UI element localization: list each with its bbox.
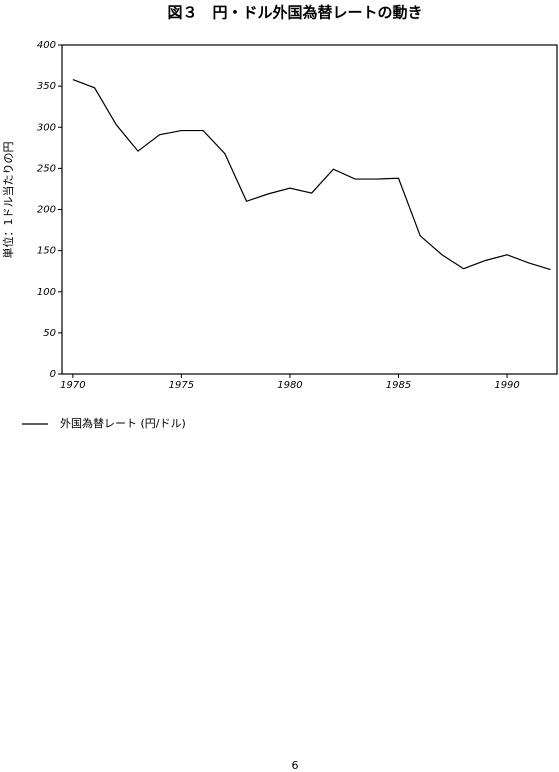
legend-label: 外国為替レート (円/ドル) xyxy=(60,416,186,430)
y-tick-label: 400 xyxy=(37,40,56,51)
y-tick-label: 300 xyxy=(37,122,56,133)
y-tick-label: 350 xyxy=(37,81,56,92)
y-axis-label: 単位：1ドル当たりの円 xyxy=(1,142,15,259)
y-tick-label: 200 xyxy=(37,205,56,216)
y-tick-label: 50 xyxy=(43,328,56,339)
data-line xyxy=(72,78,551,271)
chart-title: 図３ 円・ドル外国為替レートの動き xyxy=(167,4,422,22)
y-tick-label: 250 xyxy=(37,163,56,174)
page-number: 6 xyxy=(292,759,299,772)
x-tick-label: 1970 xyxy=(60,380,85,391)
x-tick-label: 1980 xyxy=(277,380,302,391)
x-tick-label: 1990 xyxy=(494,380,519,391)
y-tick-label: 100 xyxy=(37,287,56,298)
y-tick-label: 0 xyxy=(50,369,56,380)
x-tick-label: 1975 xyxy=(169,380,194,391)
x-tick-label: 1985 xyxy=(386,380,411,391)
y-tick-label: 150 xyxy=(37,246,56,257)
plot-frame xyxy=(61,44,558,375)
